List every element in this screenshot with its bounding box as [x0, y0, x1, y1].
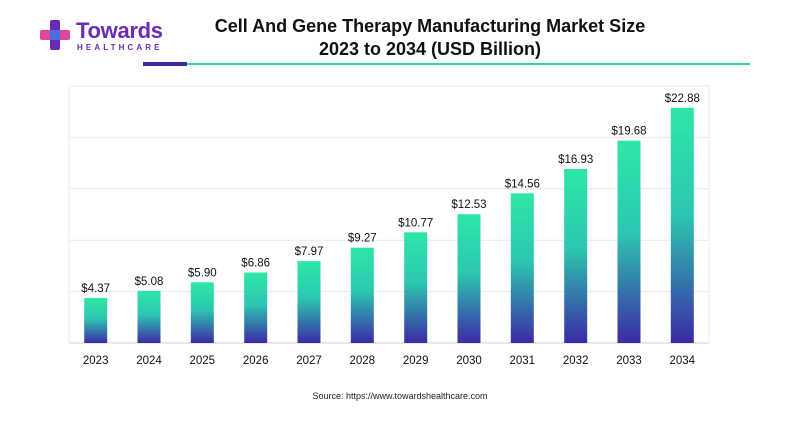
value-label-2026: $6.86: [241, 258, 270, 270]
bar-2027: [297, 261, 321, 343]
bar-2034: [670, 107, 694, 343]
bar-2033: [617, 140, 641, 343]
brand-name: Towards: [76, 18, 163, 43]
x-tick-label-2028: 2028: [350, 355, 376, 367]
bar-2032: [564, 169, 588, 343]
x-tick-label-2030: 2030: [456, 355, 482, 367]
value-label-2031: $14.56: [505, 178, 540, 190]
value-label-2030: $12.53: [451, 199, 486, 211]
value-label-2028: $9.27: [348, 233, 377, 245]
chart-bars: [84, 107, 694, 343]
bar-2024: [137, 290, 161, 343]
x-tick-label-2025: 2025: [190, 355, 216, 367]
bar-2023: [84, 298, 108, 343]
source-note: Source: https://www.towardshealthcare.co…: [312, 391, 488, 401]
value-label-2034: $22.88: [665, 93, 700, 105]
chart-x-axis-labels: 2023 2024 2025 2026 2027 2028 2029 2030 2031 2032…: [83, 355, 696, 367]
value-label-2024: $5.08: [135, 276, 164, 288]
bar-2025: [190, 282, 214, 343]
brand-logo: Towards HEALTHCARE: [40, 18, 190, 58]
x-tick-label-2032: 2032: [563, 355, 589, 367]
value-label-2032: $16.93: [558, 154, 593, 166]
chart-subtitle: 2023 to 2034 (USD Billion): [318, 39, 542, 59]
brand-subtitle: HEALTHCARE: [77, 43, 163, 52]
chart-value-labels: $4.37 $5.08 $5.90 $6.86 $7.97 $9.27 $10.77 $12.…: [81, 93, 700, 295]
x-tick-label-2034: 2034: [670, 355, 696, 367]
x-tick-label-2023: 2023: [83, 355, 109, 367]
x-tick-label-2031: 2031: [510, 355, 536, 367]
bar-2030: [457, 214, 481, 343]
bar-2026: [244, 272, 268, 343]
bar-2029: [404, 232, 428, 343]
value-label-2029: $10.77: [398, 217, 433, 229]
value-label-2025: $5.90: [188, 267, 217, 279]
medical-cross-icon: [40, 20, 70, 50]
x-tick-label-2027: 2027: [296, 355, 322, 367]
value-label-2023: $4.37: [81, 283, 110, 295]
value-label-2033: $19.68: [611, 126, 646, 138]
x-tick-label-2024: 2024: [136, 355, 162, 367]
bar-2031: [510, 193, 534, 343]
header-rule: [187, 63, 750, 65]
header-rule-accent: [143, 62, 187, 66]
value-label-2027: $7.97: [295, 246, 324, 258]
x-tick-label-2033: 2033: [616, 355, 642, 367]
chart-title: Cell And Gene Therapy Manufacturing Mark…: [214, 16, 646, 36]
bar-2028: [350, 247, 374, 343]
chart-grid: [68, 85, 710, 344]
x-tick-label-2026: 2026: [243, 355, 269, 367]
x-tick-label-2029: 2029: [403, 355, 429, 367]
